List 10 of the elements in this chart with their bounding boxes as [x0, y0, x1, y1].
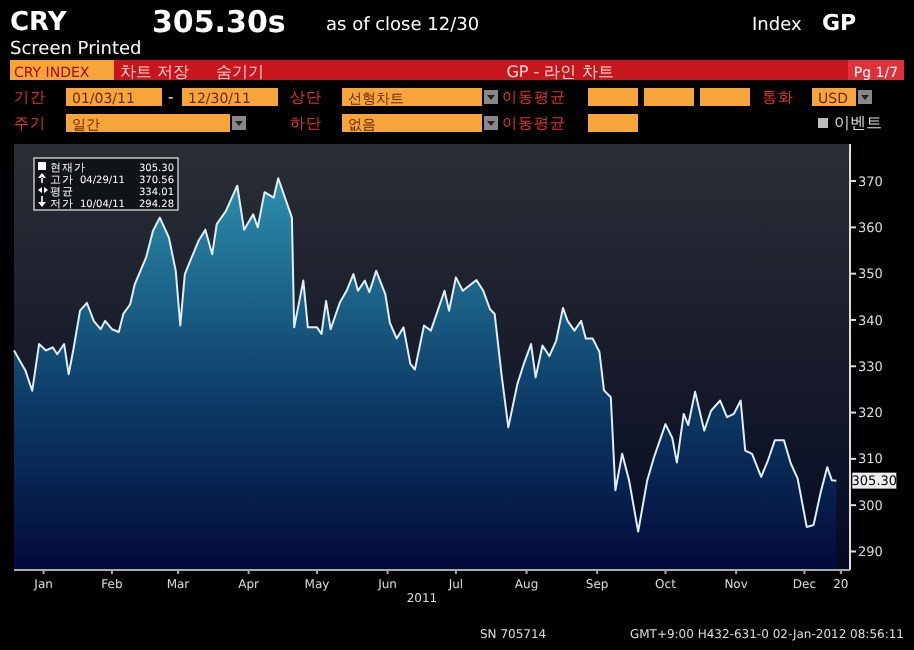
text: GP	[822, 10, 857, 36]
text: Screen Printed	[10, 40, 142, 60]
text: as of close 12/30	[326, 16, 480, 36]
text: Index	[752, 16, 803, 36]
text: 차트 저장	[120, 63, 190, 81]
text: 이벤트	[834, 114, 882, 132]
text: CRY	[10, 8, 68, 38]
text: 305.30s	[152, 4, 286, 40]
text: 숨기기	[216, 63, 264, 81]
text: GP - 라인 차트	[506, 63, 614, 81]
